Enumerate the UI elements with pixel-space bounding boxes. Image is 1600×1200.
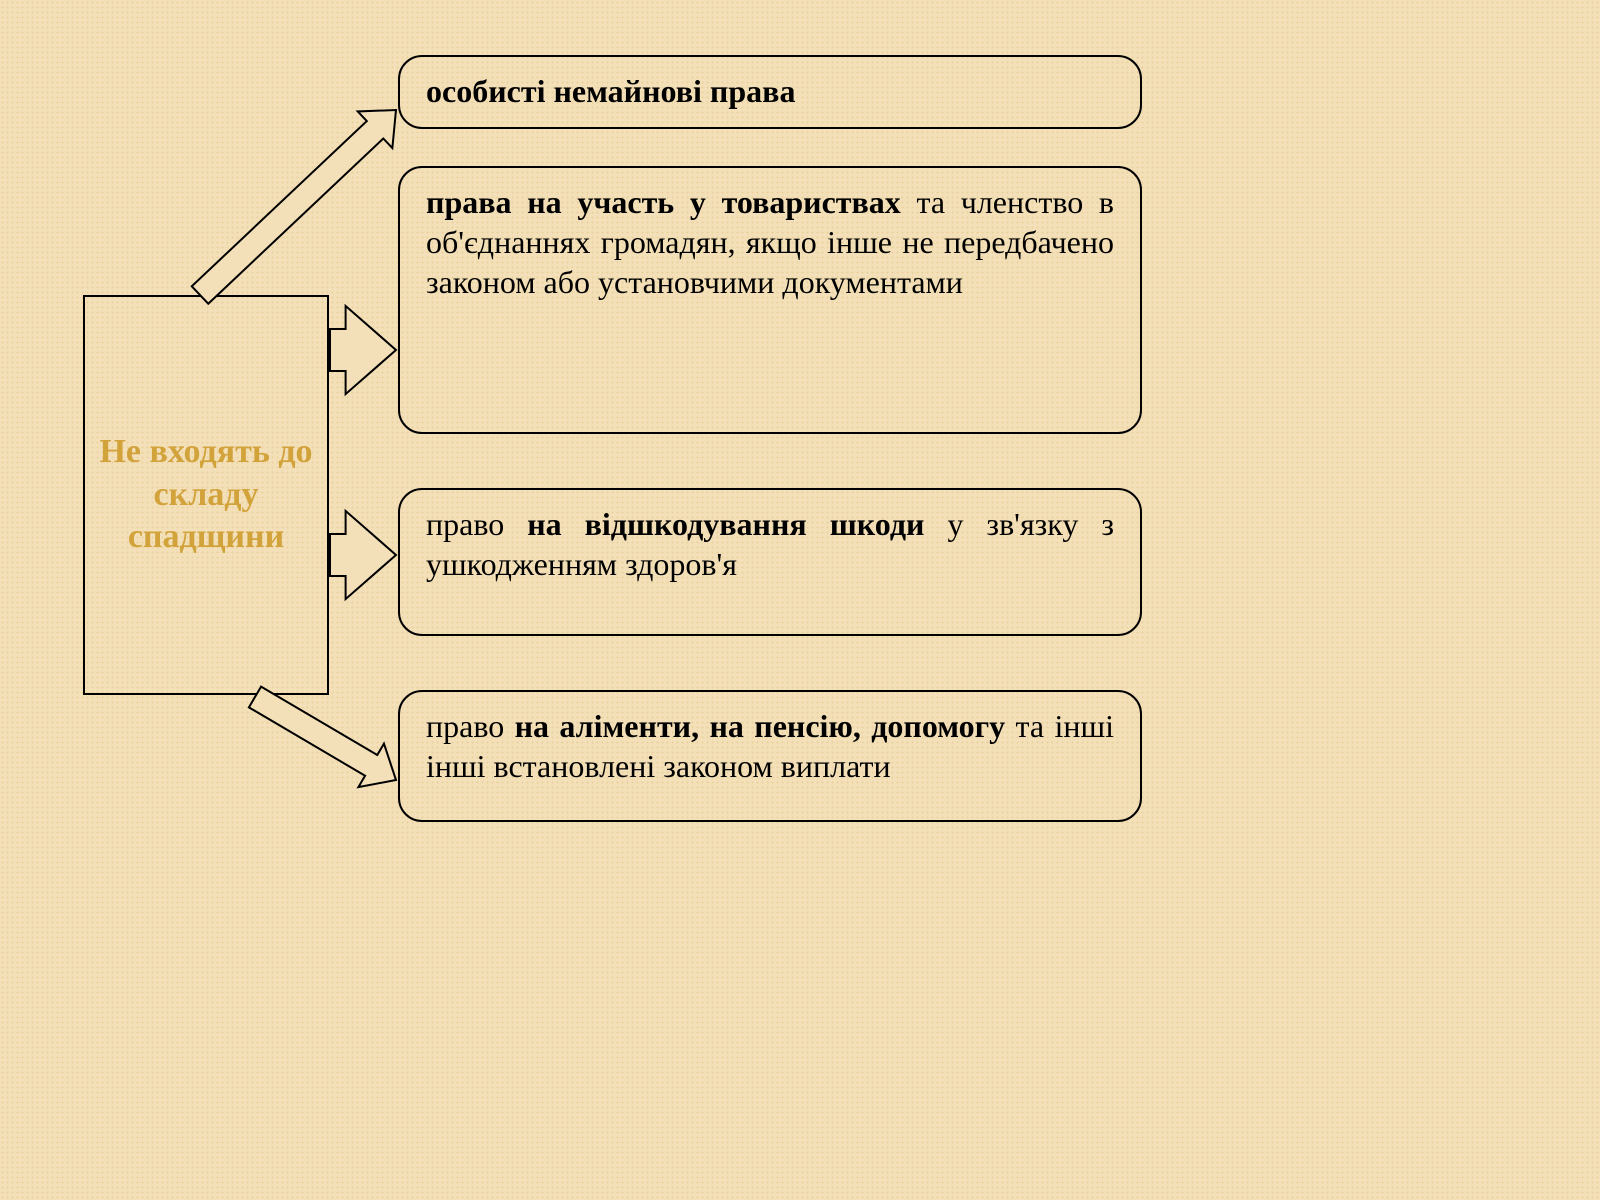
arrow	[290, 310, 436, 390]
item-text-2: право на відшкодування шкоди у зв'язку з…	[426, 504, 1114, 584]
item-box-0: особисті немайнові права	[398, 55, 1142, 129]
arrow	[160, 70, 436, 335]
item-text-1: права на участь у товариствах та членств…	[426, 182, 1114, 302]
diagram-canvas: Не входять до складу спадщини особисті н…	[0, 0, 1600, 1200]
item-box-2: право на відшкодування шкоди у зв'язку з…	[398, 488, 1142, 636]
item-text-3: право на аліменти, на пенсію, допомогу т…	[426, 706, 1114, 786]
item-box-3: право на аліменти, на пенсію, допомогу т…	[398, 690, 1142, 822]
source-text: Не входять до складу спадщини	[95, 431, 317, 559]
item-text-0: особисті немайнові права	[426, 71, 1114, 111]
arrow	[290, 515, 436, 595]
item-box-1: права на участь у товариствах та членств…	[398, 166, 1142, 434]
arrow	[215, 657, 436, 820]
